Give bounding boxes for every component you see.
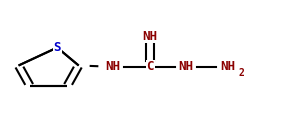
Text: 2: 2 xyxy=(239,68,245,78)
Text: NH: NH xyxy=(105,60,121,73)
Text: NH: NH xyxy=(179,60,194,73)
Text: NH: NH xyxy=(220,60,235,73)
Text: NH: NH xyxy=(143,29,158,42)
Text: S: S xyxy=(53,41,61,54)
Text: C: C xyxy=(147,60,154,73)
